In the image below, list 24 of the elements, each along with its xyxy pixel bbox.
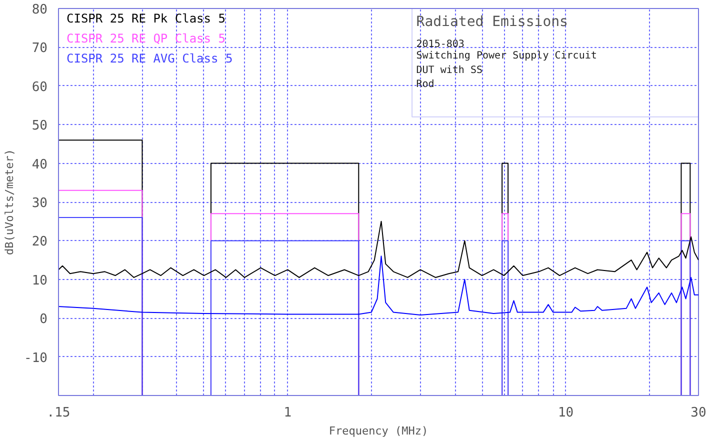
text: CISPR 25 RE Pk Class 5: [66, 12, 226, 26]
chart-title: Radiated Emissions: [416, 14, 568, 30]
y-tick-label: 80: [32, 2, 48, 18]
x-tick-label: 10: [558, 406, 574, 420]
y-tick-label: 30: [32, 196, 48, 211]
annotation: 2015-803: [416, 39, 464, 50]
y-tick-label: -10: [24, 350, 48, 366]
text: CISPR 25 RE QP Class 5: [66, 32, 226, 46]
annotation: DUT with SS: [416, 64, 483, 76]
y-tick-label: 50: [32, 118, 48, 134]
x-tick-label: 30: [690, 406, 706, 420]
annotation: Rod: [416, 79, 434, 90]
x-tick-label: 1: [284, 406, 292, 420]
y-tick-label: 60: [32, 80, 48, 95]
annotation: Switching Power Supply Circuit: [416, 50, 597, 62]
x-tick-label: .15: [46, 406, 70, 420]
y-tick-label: 10: [32, 273, 48, 288]
y-tick-label: 70: [32, 41, 48, 56]
x-axis-title: Frequency (MHz): [328, 424, 428, 438]
y-axis-title: dB(uVolts/meter): [3, 149, 16, 255]
y-tick-label: 20: [32, 234, 48, 250]
y-tick-label: 0: [40, 312, 48, 328]
y-tick-label: 40: [32, 157, 48, 172]
text: CISPR 25 RE AVG Class 5: [66, 52, 233, 66]
